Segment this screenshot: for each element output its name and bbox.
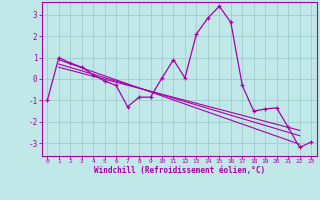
X-axis label: Windchill (Refroidissement éolien,°C): Windchill (Refroidissement éolien,°C)	[94, 166, 265, 175]
